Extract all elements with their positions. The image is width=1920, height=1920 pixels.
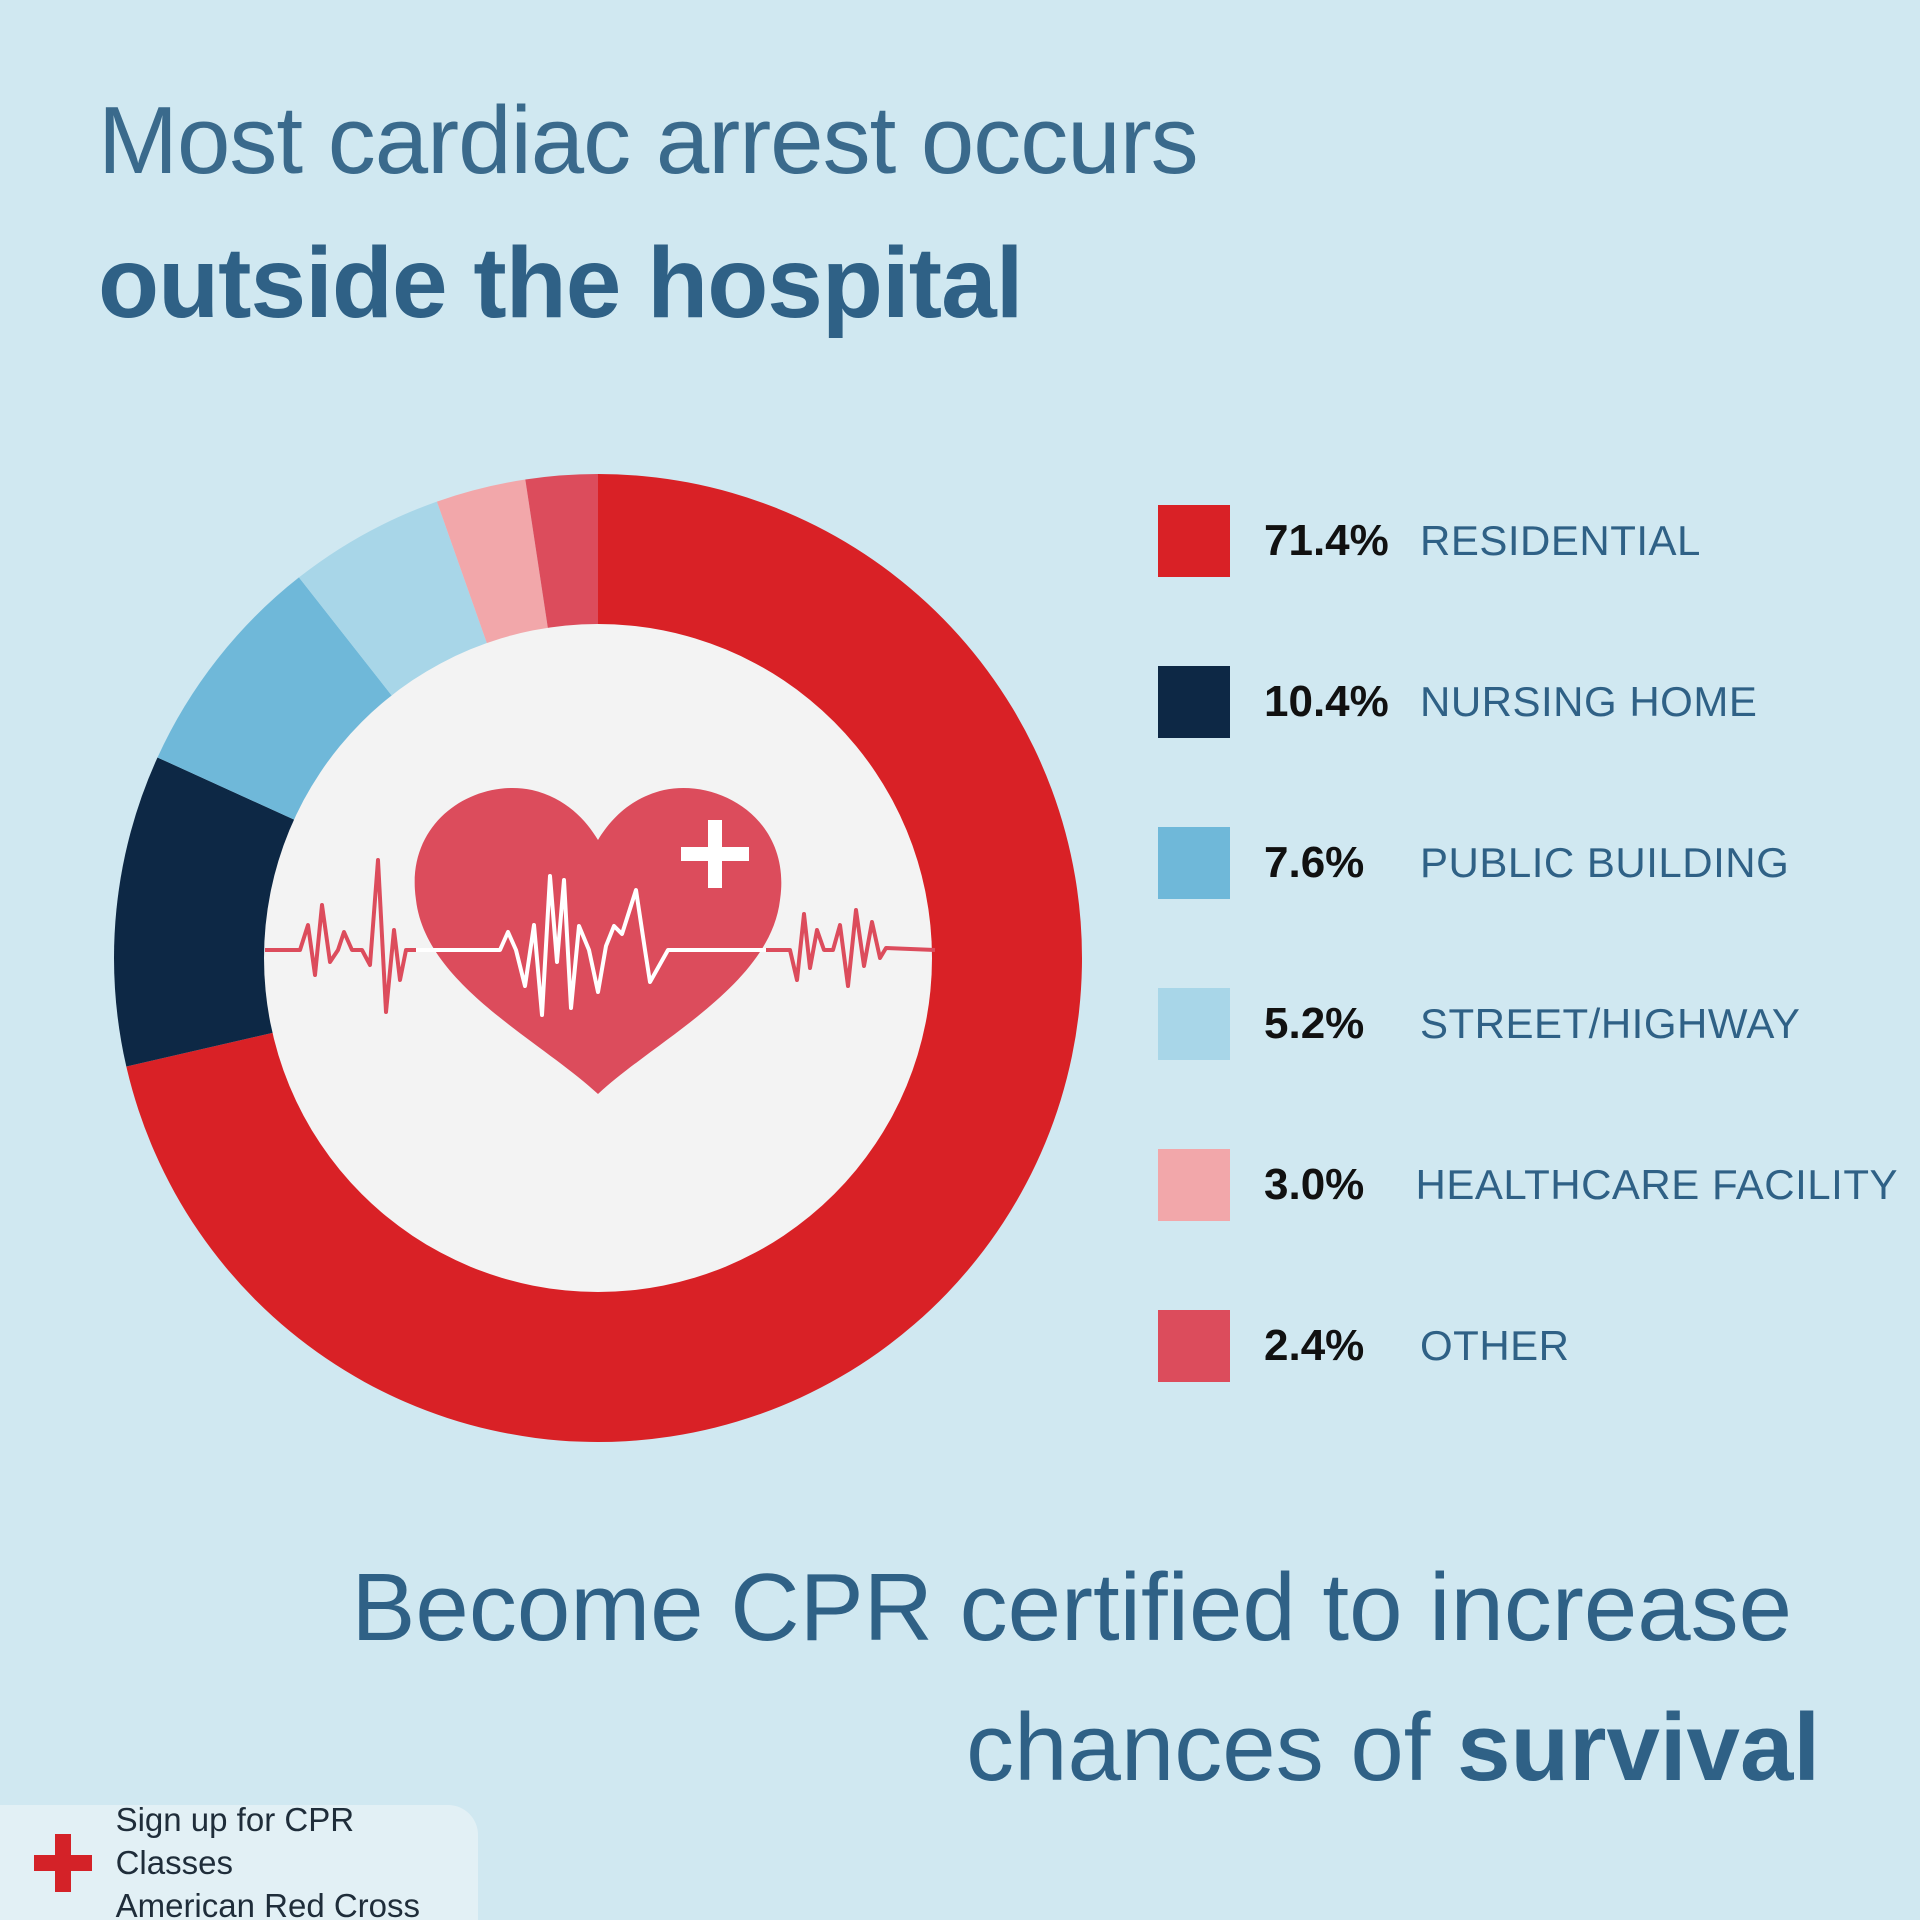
legend-label: PUBLIC BUILDING	[1420, 839, 1790, 886]
signup-line1: Sign up for CPR Classes	[115, 1801, 355, 1881]
legend-percentage: 7.6%	[1264, 838, 1365, 887]
heartbeat-line-icon-red-right	[766, 908, 936, 988]
legend-percentage: 10.4%	[1264, 677, 1389, 726]
legend-item-other: 2.4% OTHER	[1158, 1310, 1898, 1382]
signup-line2: American Red Cross	[115, 1887, 421, 1920]
red-cross-icon	[34, 1833, 92, 1892]
legend-item-public-building: 7.6% PUBLIC BUILDING	[1158, 827, 1898, 899]
legend-item-residential: 71.4% RESIDENTIAL	[1158, 505, 1898, 577]
legend-item-street-highway: 5.2% STREET/HIGHWAY	[1158, 988, 1898, 1060]
legend-item-nursing-home: 10.4% NURSING HOME	[1158, 666, 1898, 738]
cta-emphasis: survival	[1457, 1694, 1820, 1801]
legend-label: OTHER	[1420, 1322, 1570, 1369]
legend-label: HEALTHCARE FACILITY	[1415, 1161, 1898, 1208]
legend-percentage: 5.2%	[1264, 999, 1365, 1048]
legend-label: NURSING HOME	[1420, 678, 1758, 725]
legend-swatch	[1158, 1310, 1230, 1382]
cta-text: chances of	[966, 1694, 1458, 1801]
legend-swatch	[1158, 666, 1230, 738]
page-title: Most cardiac arrest occurs	[98, 87, 1199, 194]
legend-swatch	[1158, 827, 1230, 899]
legend-percentage: 2.4%	[1264, 1321, 1365, 1370]
legend-swatch	[1158, 505, 1230, 577]
legend-label: STREET/HIGHWAY	[1420, 1000, 1801, 1047]
chart-legend: 71.4% RESIDENTIAL 10.4% NURSING HOME 7.6…	[1158, 505, 1898, 1471]
cta-headline: Become CPR certified to increase	[351, 1554, 1792, 1661]
legend-percentage: 71.4%	[1264, 516, 1389, 565]
medical-cross-icon	[681, 820, 749, 888]
legend-label: RESIDENTIAL	[1420, 517, 1701, 564]
legend-percentage: 3.0%	[1264, 1160, 1365, 1209]
legend-swatch	[1158, 988, 1230, 1060]
signup-cpr-classes-link[interactable]: Sign up for CPR Classes American Red Cro…	[0, 1801, 478, 1920]
heartbeat-line-icon-red	[265, 858, 416, 1014]
legend-swatch	[1158, 1149, 1230, 1221]
heart-with-cross-and-heartbeat-icon	[265, 787, 936, 1094]
page-title-emphasis: outside the hospital	[98, 227, 1023, 339]
cta-headline-line2: chances of survival	[966, 1695, 1820, 1801]
heart-shape	[414, 787, 782, 1094]
legend-item-healthcare-facility: 3.0% HEALTHCARE FACILITY	[1158, 1149, 1898, 1221]
signup-text: Sign up for CPR Classes American Red Cro…	[116, 1798, 478, 1920]
